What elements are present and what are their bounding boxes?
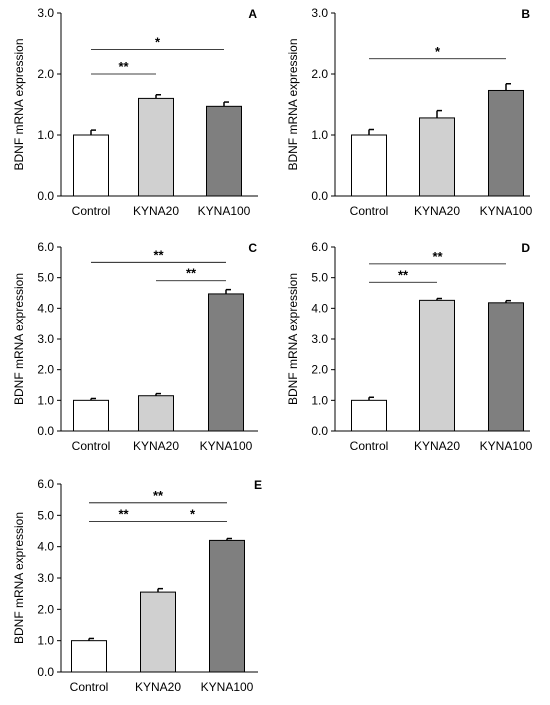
y-tick-label-a: 2.0 bbox=[37, 67, 54, 81]
y-tick-label-e: 2.0 bbox=[37, 602, 54, 616]
y-tick-label-a: 1.0 bbox=[37, 128, 54, 142]
panel-e: 0.0 1.0 2.0 3.0 4.0 5.0 6.0 BDNF mRNA expressio… bbox=[12, 477, 262, 694]
x-tick-label-d: KYNA100 bbox=[480, 439, 533, 453]
significance-label-d: ** bbox=[398, 267, 409, 282]
y-tick-label-e: 1.0 bbox=[37, 634, 54, 648]
y-tick-label-e: 4.0 bbox=[37, 540, 54, 554]
significance-label-c: ** bbox=[186, 266, 197, 281]
panel-b: 0.0 1.0 2.0 3.0 BDNF mRNA expression Control K… bbox=[286, 6, 533, 218]
y-tick-label-c: 1.0 bbox=[37, 393, 54, 407]
significance-label-e: * bbox=[190, 507, 196, 522]
bar-a-control bbox=[73, 134, 109, 197]
panel-letter-e: E bbox=[254, 478, 262, 492]
y-tick-label-c: 0.0 bbox=[37, 424, 54, 438]
bar-e-control bbox=[71, 640, 107, 673]
x-tick-label-a: Control bbox=[72, 204, 111, 218]
y-tick-label-b: 3.0 bbox=[311, 6, 328, 20]
bar-d-control bbox=[351, 399, 387, 432]
bar-c-control bbox=[73, 399, 109, 432]
x-tick-label-c: KYNA100 bbox=[200, 439, 253, 453]
panel-letter-d: D bbox=[521, 241, 530, 255]
significance-label-e: ** bbox=[118, 507, 129, 522]
y-axis-title-a: BDNF mRNA expression bbox=[12, 38, 26, 170]
x-tick-label-c: Control bbox=[72, 439, 111, 453]
bar-a-kyna20 bbox=[138, 97, 174, 197]
x-tick-label-e: Control bbox=[70, 680, 109, 694]
y-tick-label-e: 5.0 bbox=[37, 508, 54, 522]
panel-d: 0.0 1.0 2.0 3.0 4.0 5.0 6.0 BDNF mRNA expressio… bbox=[286, 240, 533, 453]
bar-c-kyna20 bbox=[138, 395, 174, 432]
bar-d-kyna100 bbox=[488, 302, 524, 432]
x-tick-label-b: Control bbox=[350, 204, 389, 218]
x-tick-label-b: KYNA20 bbox=[414, 204, 460, 218]
y-tick-label-d: 5.0 bbox=[311, 271, 328, 285]
y-tick-label-e: 3.0 bbox=[37, 571, 54, 585]
bar-d-kyna20 bbox=[419, 299, 455, 432]
x-tick-label-d: Control bbox=[350, 439, 389, 453]
significance-label-a: ** bbox=[118, 59, 129, 74]
significance-label-e: ** bbox=[153, 488, 164, 503]
y-tick-label-c: 5.0 bbox=[37, 271, 54, 285]
x-tick-label-c: KYNA20 bbox=[133, 439, 179, 453]
y-tick-label-b: 1.0 bbox=[311, 128, 328, 142]
x-tick-label-b: KYNA100 bbox=[480, 204, 533, 218]
significance-label-c: ** bbox=[153, 247, 164, 262]
x-tick-label-e: KYNA20 bbox=[135, 680, 181, 694]
significance-label-a: * bbox=[155, 35, 161, 50]
x-tick-label-a: KYNA20 bbox=[133, 204, 179, 218]
bar-e-kyna100 bbox=[209, 539, 245, 673]
x-tick-label-a: KYNA100 bbox=[198, 204, 251, 218]
y-tick-label-c: 2.0 bbox=[37, 363, 54, 377]
bar-c-kyna100 bbox=[208, 293, 244, 432]
significance-label-d: ** bbox=[432, 249, 443, 264]
y-tick-label-d: 3.0 bbox=[311, 332, 328, 346]
y-tick-label-d: 4.0 bbox=[311, 301, 328, 315]
y-tick-label-b: 0.0 bbox=[311, 189, 328, 203]
y-axis-title-d: BDNF mRNA expression bbox=[286, 273, 300, 405]
y-tick-label-d: 2.0 bbox=[311, 363, 328, 377]
y-tick-label-a: 3.0 bbox=[37, 6, 54, 20]
x-tick-label-d: KYNA20 bbox=[414, 439, 460, 453]
y-tick-label-d: 1.0 bbox=[311, 393, 328, 407]
y-tick-label-b: 2.0 bbox=[311, 67, 328, 81]
panel-letter-a: A bbox=[248, 7, 257, 21]
y-axis-title-b: BDNF mRNA expression bbox=[286, 38, 300, 170]
bar-b-kyna20 bbox=[419, 117, 455, 197]
y-tick-label-a: 0.0 bbox=[37, 189, 54, 203]
bar-a-kyna100 bbox=[206, 105, 242, 197]
y-tick-label-c: 4.0 bbox=[37, 301, 54, 315]
bar-e-kyna20 bbox=[140, 591, 176, 673]
panel-a: 0.0 1.0 2.0 3.0 BDNF mRNA expression Control K… bbox=[12, 6, 258, 218]
y-tick-label-c: 3.0 bbox=[37, 332, 54, 346]
y-tick-label-d: 6.0 bbox=[311, 240, 328, 254]
panel-letter-b: B bbox=[521, 7, 530, 21]
y-axis-title-e: BDNF mRNA expression bbox=[12, 512, 26, 644]
y-tick-label-e: 0.0 bbox=[37, 665, 54, 679]
bar-b-control bbox=[351, 134, 387, 197]
y-tick-label-e: 6.0 bbox=[37, 477, 54, 491]
panel-c: 0.0 1.0 2.0 3.0 4.0 5.0 6.0 BDNF mRNA expressio… bbox=[12, 240, 258, 453]
significance-label-b: * bbox=[435, 44, 441, 59]
panel-letter-c: C bbox=[248, 241, 257, 255]
y-tick-label-d: 0.0 bbox=[311, 424, 328, 438]
y-axis-title-c: BDNF mRNA expression bbox=[12, 273, 26, 405]
bar-b-kyna100 bbox=[488, 89, 524, 197]
x-tick-label-e: KYNA100 bbox=[201, 680, 254, 694]
y-tick-label-c: 6.0 bbox=[37, 240, 54, 254]
